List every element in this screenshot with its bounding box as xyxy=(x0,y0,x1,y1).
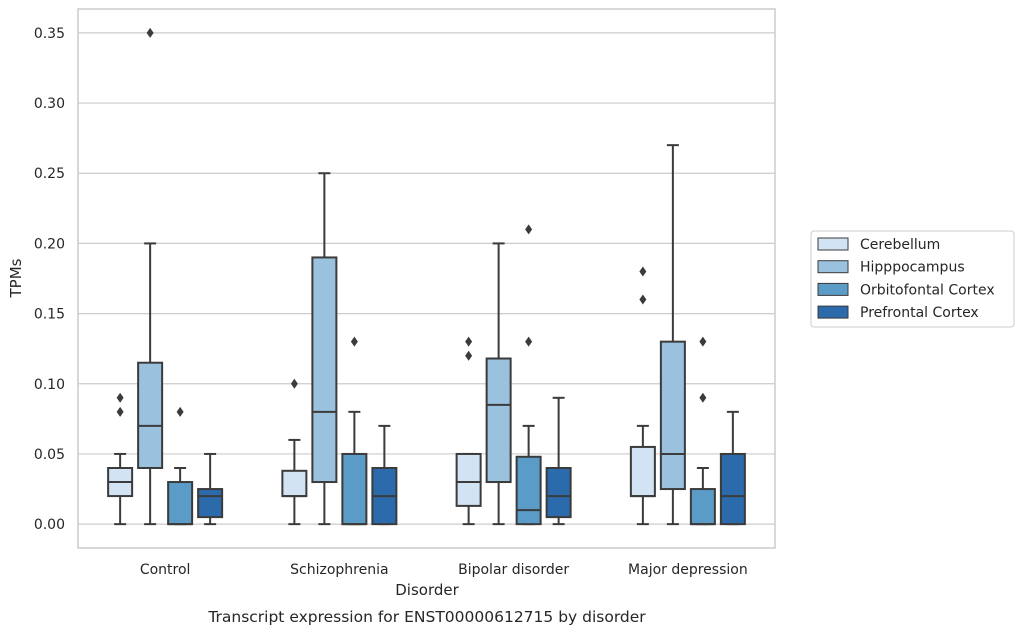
legend-swatch xyxy=(817,237,849,251)
box-iqr xyxy=(485,357,512,484)
y-tick-label: 0.10 xyxy=(34,377,65,393)
box-orbitofontal-cortex xyxy=(515,224,542,526)
y-gridlines xyxy=(78,32,775,525)
box-cerebellum xyxy=(281,378,308,526)
x-tick-label: Major depression xyxy=(628,562,748,578)
box-cerebellum xyxy=(629,266,656,526)
box-hipppocampus xyxy=(659,144,686,526)
legend-label: Orbitofontal Cortex xyxy=(860,282,995,298)
legend-swatch xyxy=(817,305,849,319)
outlier-marker xyxy=(525,224,533,235)
box-orbitofontal-cortex xyxy=(167,406,194,526)
outlier-marker xyxy=(146,27,154,38)
outlier-marker xyxy=(639,266,647,277)
legend-frame xyxy=(810,230,1015,328)
legend-swatch xyxy=(817,260,849,274)
outlier-marker xyxy=(699,392,707,403)
outlier-marker xyxy=(116,406,124,417)
y-tick-label: 0.30 xyxy=(34,96,65,112)
box-iqr xyxy=(197,488,224,519)
box-series xyxy=(107,27,746,526)
x-tick-label: Bipolar disorder xyxy=(458,562,569,578)
y-axis-title: TPMs xyxy=(7,258,25,298)
outlier-marker xyxy=(465,336,473,347)
y-tick-label: 0.05 xyxy=(34,447,65,463)
box-prefrontal-cortex xyxy=(719,410,746,526)
legend: Cerebellum Hipppocampus Orbitofontal Corte… xyxy=(810,230,1015,328)
box-iqr xyxy=(455,452,482,507)
outlier-marker xyxy=(350,336,358,347)
box-iqr xyxy=(515,455,542,526)
x-tick-label: Control xyxy=(140,562,191,578)
y-axis-ticks: 0.00 0.05 0.10 0.15 0.20 0.25 0.30 0.35 xyxy=(34,26,65,533)
outlier-marker xyxy=(290,378,298,389)
box-iqr xyxy=(167,481,194,526)
legend-label: Hipppocampus xyxy=(860,260,965,276)
box-iqr xyxy=(689,488,716,526)
legend-label: Prefrontal Cortex xyxy=(860,305,979,321)
outlier-marker xyxy=(465,350,473,361)
chart-caption: Transcript expression for ENST0000061271… xyxy=(207,608,646,626)
outlier-marker xyxy=(116,392,124,403)
box-prefrontal-cortex xyxy=(197,452,224,526)
x-axis-title: Disorder xyxy=(395,581,459,599)
y-tick-label: 0.35 xyxy=(34,26,65,42)
box-orbitofontal-cortex xyxy=(689,336,716,526)
legend-label: Cerebellum xyxy=(860,237,940,253)
plot-frame xyxy=(77,8,776,549)
y-tick-label: 0.15 xyxy=(34,307,65,323)
outlier-marker xyxy=(176,406,184,417)
box-iqr xyxy=(719,452,746,526)
box-iqr xyxy=(341,452,368,526)
y-tick-label: 0.00 xyxy=(34,517,65,533)
box-iqr xyxy=(311,256,338,484)
outlier-marker xyxy=(699,336,707,347)
box-prefrontal-cortex xyxy=(371,424,398,526)
box-iqr xyxy=(629,445,656,498)
box-cerebellum xyxy=(107,392,134,526)
box-iqr xyxy=(281,469,308,498)
outlier-marker xyxy=(639,294,647,305)
x-axis-ticks: Control Schizophrenia Bipolar disorder Majo… xyxy=(140,562,748,578)
y-tick-label: 0.25 xyxy=(34,166,65,182)
box-hipppocampus xyxy=(311,172,338,526)
x-tick-label: Schizophrenia xyxy=(290,562,388,578)
y-tick-label: 0.20 xyxy=(34,236,65,252)
box-prefrontal-cortex xyxy=(545,396,572,526)
legend-swatch xyxy=(817,282,849,296)
box-hipppocampus xyxy=(137,27,164,526)
box-iqr xyxy=(545,466,572,519)
box-orbitofontal-cortex xyxy=(341,336,368,526)
box-hipppocampus xyxy=(485,242,512,526)
box-iqr xyxy=(659,340,686,491)
box-iqr xyxy=(137,361,164,469)
box-cerebellum xyxy=(455,336,482,526)
outlier-marker xyxy=(525,336,533,347)
